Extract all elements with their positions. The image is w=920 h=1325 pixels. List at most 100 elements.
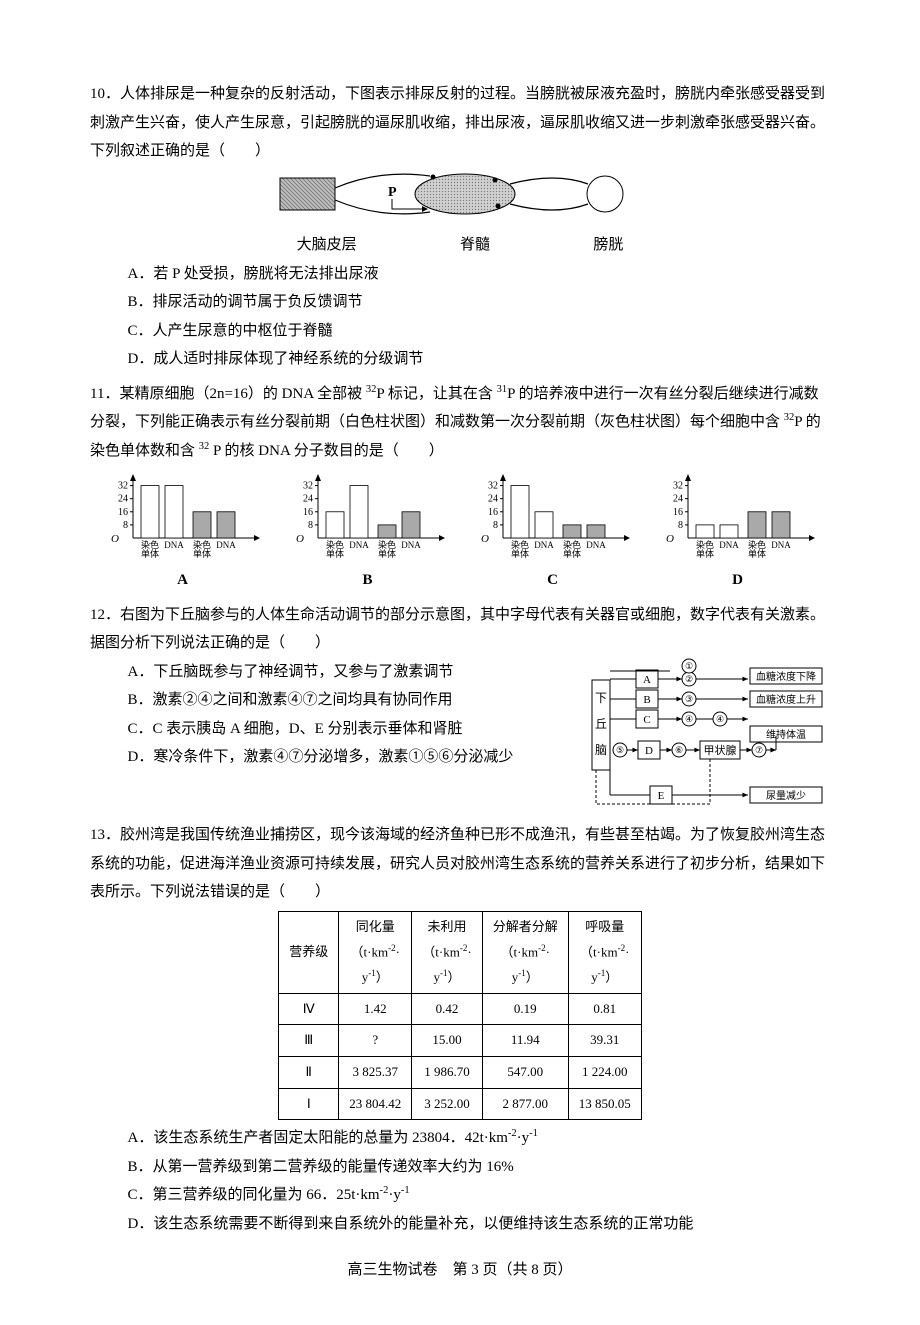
svg-text:16: 16: [488, 507, 498, 518]
table-cell: 547.00: [482, 1056, 568, 1088]
table-header: 同化量（t·km-2·y-1）: [339, 911, 412, 993]
q11-chart-b: 8162432O染色单体DNA染色单体DNAB: [290, 471, 445, 595]
svg-text:④: ④: [685, 714, 693, 724]
svg-text:②: ②: [685, 674, 693, 684]
q13-num: 13．: [90, 827, 120, 843]
svg-text:③: ③: [685, 694, 693, 704]
table-row: Ⅲ?15.0011.9439.31: [279, 1025, 642, 1057]
table-cell: 23 804.42: [339, 1088, 412, 1120]
q11-chart-c: 8162432O染色单体DNA染色单体DNAC: [475, 471, 630, 595]
q12-opt-b: B．激素②④之间和激素④⑦之间均具有协同作用: [128, 686, 583, 715]
svg-text:血糖浓度上升: 血糖浓度上升: [756, 693, 816, 706]
table-cell: 0.81: [568, 993, 641, 1025]
q10-opt-c: C．人产生尿意的中枢位于脊髓: [128, 317, 831, 346]
q10-label-bladder: 膀胱: [593, 231, 623, 260]
svg-text:DNA: DNA: [216, 540, 236, 550]
svg-text:单体: 单体: [193, 548, 211, 559]
svg-text:24: 24: [118, 494, 128, 505]
q13-table: 营养级同化量（t·km-2·y-1）未利用（t·km-2·y-1）分解者分解（t…: [278, 911, 642, 1120]
q10-p-label: P: [388, 185, 397, 200]
q12-text: 右图为下丘脑参与的人体生命活动调节的部分示意图，其中字母代表有关器官或细胞，数字…: [90, 607, 825, 652]
q11-num: 11．: [90, 386, 119, 402]
q12-num: 12．: [90, 607, 120, 623]
q10-opt-a: A．若 P 处受损，膀胱将无法排出尿液: [128, 260, 831, 289]
svg-text:8: 8: [123, 520, 128, 531]
svg-text:O: O: [111, 533, 119, 545]
svg-text:血糖浓度下降: 血糖浓度下降: [756, 670, 816, 683]
svg-text:单体: 单体: [326, 548, 344, 559]
table-header: 营养级: [279, 911, 339, 993]
svg-text:单体: 单体: [141, 548, 159, 559]
svg-text:8: 8: [493, 520, 498, 531]
question-11: 11．某精原细胞（2n=16）的 DNA 全部被 32P 标记，让其在含 31P…: [90, 380, 830, 595]
q10-stem: 10．人体排尿是一种复杂的反射活动，下图表示排尿反射的过程。当膀胱被尿液充盈时，…: [90, 80, 830, 166]
q13-stem: 13．胶州湾是我国传统渔业捕捞区，现今该海域的经济鱼种已形不成渔汛，有些甚至枯竭…: [90, 821, 830, 907]
table-cell: 15.00: [412, 1025, 482, 1057]
q13-text: 胶州湾是我国传统渔业捕捞区，现今该海域的经济鱼种已形不成渔汛，有些甚至枯竭。为了…: [90, 827, 825, 900]
svg-text:维持体温: 维持体温: [766, 728, 806, 741]
q11-stem: 11．某精原细胞（2n=16）的 DNA 全部被 32P 标记，让其在含 31P…: [90, 380, 830, 466]
svg-text:32: 32: [303, 481, 313, 492]
svg-text:单体: 单体: [378, 548, 396, 559]
table-cell: 0.19: [482, 993, 568, 1025]
q10-label-cortex: 大脑皮层: [297, 231, 357, 260]
svg-text:DNA: DNA: [586, 540, 606, 550]
svg-text:DNA: DNA: [164, 540, 184, 550]
svg-text:D: D: [645, 745, 653, 757]
svg-text:脑: 脑: [595, 743, 607, 757]
q12-stem: 12．右图为下丘脑参与的人体生命活动调节的部分示意图，其中字母代表有关器官或细胞…: [90, 601, 830, 658]
svg-text:尿量减少: 尿量减少: [766, 790, 806, 802]
svg-text:单体: 单体: [696, 548, 714, 559]
table-cell: 3 252.00: [412, 1088, 482, 1120]
svg-text:16: 16: [303, 507, 313, 518]
table-cell: 3 825.37: [339, 1056, 412, 1088]
table-cell: 1 224.00: [568, 1056, 641, 1088]
table-cell: Ⅳ: [279, 993, 339, 1025]
svg-text:O: O: [481, 533, 489, 545]
svg-text:⑦: ⑦: [755, 745, 763, 755]
svg-text:丘: 丘: [595, 717, 607, 731]
table-cell: 13 850.05: [568, 1088, 641, 1120]
q13-opt-a: A．该生态系统生产者固定太阳能的总量为 23804．42t·km-2·y-1: [128, 1124, 831, 1153]
svg-text:单体: 单体: [748, 548, 766, 559]
svg-text:24: 24: [488, 494, 498, 505]
q13-opt-d: D．该生态系统需要不断得到来自系统外的能量补充，以便维持该生态系统的正常功能: [128, 1210, 831, 1239]
q10-options: A．若 P 处受损，膀胱将无法排出尿液 B．排尿活动的调节属于负反馈调节 C．人…: [90, 260, 830, 374]
svg-text:下: 下: [595, 691, 607, 705]
svg-text:DNA: DNA: [719, 540, 739, 550]
table-row: Ⅱ3 825.371 986.70547.001 224.00: [279, 1056, 642, 1088]
svg-text:16: 16: [673, 507, 683, 518]
svg-text:甲状腺: 甲状腺: [704, 743, 737, 757]
table-cell: Ⅲ: [279, 1025, 339, 1057]
q12-options: A．下丘脑既参与了神经调节，又参与了激素调节 B．激素②④之间和激素④⑦之间均具…: [90, 658, 582, 772]
svg-text:A: A: [643, 674, 651, 686]
svg-text:B: B: [643, 694, 650, 706]
svg-text:④: ④: [716, 714, 724, 724]
q10-label-spinal: 脊髓: [460, 231, 490, 260]
q12-opt-d: D．寒冷条件下，激素④⑦分泌增多，激素①⑤⑥分泌减少: [128, 743, 583, 772]
q10-num: 10．: [90, 86, 120, 102]
q13-options: A．该生态系统生产者固定太阳能的总量为 23804．42t·km-2·y-1 B…: [90, 1124, 830, 1238]
svg-text:O: O: [296, 533, 304, 545]
table-cell: 1 986.70: [412, 1056, 482, 1088]
svg-text:32: 32: [488, 481, 498, 492]
table-cell: 0.42: [412, 993, 482, 1025]
svg-text:DNA: DNA: [349, 540, 369, 550]
table-cell: ?: [339, 1025, 412, 1057]
svg-text:DNA: DNA: [771, 540, 791, 550]
q13-opt-c: C．第三营养级的同化量为 66．25t·km-2·y-1: [128, 1181, 831, 1210]
svg-text:C: C: [643, 714, 650, 726]
q11-chart-a: 8162432O染色单体DNA染色单体DNAA: [105, 471, 260, 595]
table-cell: 11.94: [482, 1025, 568, 1057]
question-13: 13．胶州湾是我国传统渔业捕捞区，现今该海域的经济鱼种已形不成渔汛，有些甚至枯竭…: [90, 821, 830, 1238]
q12-opt-c: C．C 表示胰岛 A 细胞，D、E 分别表示垂体和肾脏: [128, 715, 583, 744]
svg-text:32: 32: [118, 481, 128, 492]
svg-text:16: 16: [118, 507, 128, 518]
q13-opt-b: B．从第一营养级到第二营养级的能量传递效率大约为 16%: [128, 1153, 831, 1182]
table-cell: 1.42: [339, 993, 412, 1025]
table-header: 分解者分解（t·km-2·y-1）: [482, 911, 568, 993]
question-10: 10．人体排尿是一种复杂的反射活动，下图表示排尿反射的过程。当膀胱被尿液充盈时，…: [90, 80, 830, 374]
svg-text:⑥: ⑥: [675, 745, 683, 755]
q12-diagram: 下丘脑A②B③C④①血糖浓度下降血糖浓度上升⑤D⑥甲状腺⑦④维持体温E尿量减少: [590, 658, 830, 816]
table-header: 呼吸量（t·km-2·y-1）: [568, 911, 641, 993]
